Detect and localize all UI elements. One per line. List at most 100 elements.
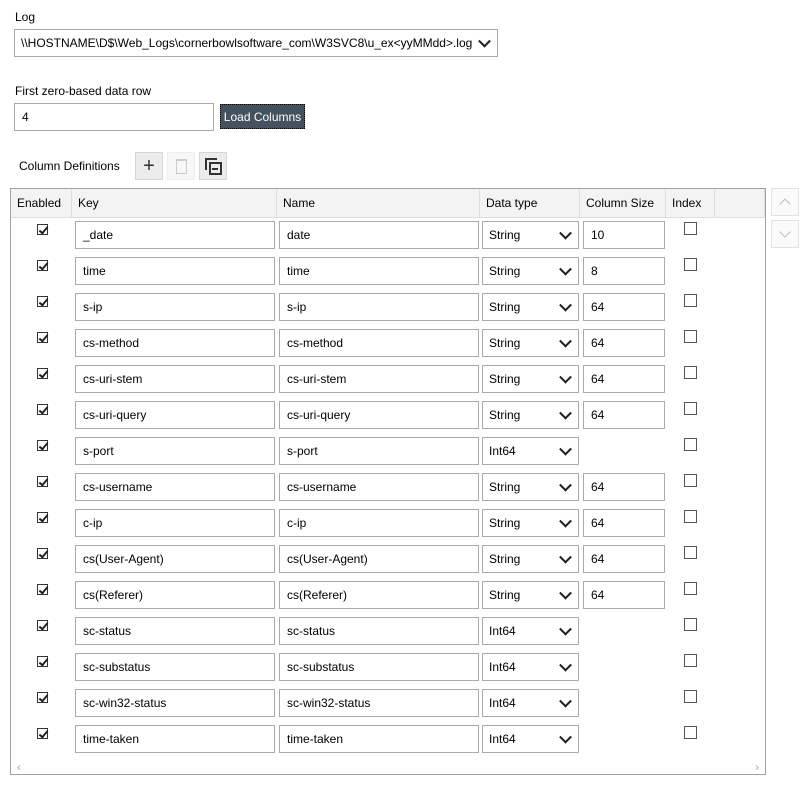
enabled-checkbox[interactable] bbox=[37, 368, 48, 379]
name-input[interactable]: sc-status bbox=[279, 617, 479, 645]
index-checkbox[interactable] bbox=[684, 510, 697, 523]
key-input[interactable]: cs-uri-stem bbox=[75, 365, 275, 393]
enabled-checkbox[interactable] bbox=[37, 548, 48, 559]
column-size-input[interactable]: 64 bbox=[583, 293, 665, 321]
index-checkbox[interactable] bbox=[684, 546, 697, 559]
scroll-right-icon[interactable]: › bbox=[755, 762, 759, 774]
index-checkbox[interactable] bbox=[684, 222, 697, 235]
name-input[interactable]: s-port bbox=[279, 437, 479, 465]
column-size-input[interactable]: 64 bbox=[583, 581, 665, 609]
name-input[interactable]: time-taken bbox=[279, 725, 479, 753]
data-type-select[interactable]: Int64 bbox=[482, 689, 579, 717]
column-size-input[interactable]: 64 bbox=[583, 545, 665, 573]
index-checkbox[interactable] bbox=[684, 618, 697, 631]
enabled-checkbox[interactable] bbox=[37, 692, 48, 703]
index-checkbox[interactable] bbox=[684, 690, 697, 703]
column-header-data-type[interactable]: Data type bbox=[480, 189, 580, 218]
data-type-select[interactable]: String bbox=[482, 365, 579, 393]
load-columns-button[interactable]: Load Columns bbox=[220, 104, 305, 129]
data-type-select[interactable]: String bbox=[482, 401, 579, 429]
data-type-select[interactable]: Int64 bbox=[482, 725, 579, 753]
key-input[interactable]: s-port bbox=[75, 437, 275, 465]
column-header-column-size[interactable]: Column Size bbox=[580, 189, 666, 218]
name-input[interactable]: cs-username bbox=[279, 473, 479, 501]
key-input[interactable]: sc-substatus bbox=[75, 653, 275, 681]
key-input[interactable]: _date bbox=[75, 221, 275, 249]
enabled-checkbox[interactable] bbox=[37, 584, 48, 595]
log-path-combobox[interactable]: \\HOSTNAME\D$\Web_Logs\cornerbowlsoftwar… bbox=[14, 29, 498, 57]
index-checkbox[interactable] bbox=[684, 438, 697, 451]
name-input[interactable]: sc-win32-status bbox=[279, 689, 479, 717]
key-input[interactable]: cs(Referer) bbox=[75, 581, 275, 609]
enabled-checkbox[interactable] bbox=[37, 620, 48, 631]
data-type-select[interactable]: String bbox=[482, 545, 579, 573]
data-type-select[interactable]: String bbox=[482, 509, 579, 537]
data-type-select[interactable]: Int64 bbox=[482, 653, 579, 681]
key-input[interactable]: sc-win32-status bbox=[75, 689, 275, 717]
index-checkbox[interactable] bbox=[684, 474, 697, 487]
key-input[interactable]: time-taken bbox=[75, 725, 275, 753]
index-checkbox[interactable] bbox=[684, 726, 697, 739]
name-input[interactable]: c-ip bbox=[279, 509, 479, 537]
name-input[interactable]: cs-method bbox=[279, 329, 479, 357]
data-type-select[interactable]: Int64 bbox=[482, 617, 579, 645]
enabled-checkbox[interactable] bbox=[37, 260, 48, 271]
index-checkbox[interactable] bbox=[684, 294, 697, 307]
index-checkbox[interactable] bbox=[684, 654, 697, 667]
enabled-checkbox[interactable] bbox=[37, 224, 48, 235]
enabled-checkbox[interactable] bbox=[37, 656, 48, 667]
column-header-name[interactable]: Name bbox=[277, 189, 480, 218]
key-input[interactable]: c-ip bbox=[75, 509, 275, 537]
column-size-input[interactable]: 64 bbox=[583, 473, 665, 501]
copy-column-button[interactable] bbox=[199, 152, 227, 180]
key-input[interactable]: s-ip bbox=[75, 293, 275, 321]
column-size-input[interactable]: 64 bbox=[583, 401, 665, 429]
name-input[interactable]: cs(Referer) bbox=[279, 581, 479, 609]
name-input[interactable]: cs-uri-query bbox=[279, 401, 479, 429]
enabled-checkbox[interactable] bbox=[37, 512, 48, 523]
name-input[interactable]: cs-uri-stem bbox=[279, 365, 479, 393]
column-size-input[interactable]: 10 bbox=[583, 221, 665, 249]
delete-column-button[interactable] bbox=[167, 152, 195, 180]
name-input[interactable]: sc-substatus bbox=[279, 653, 479, 681]
enabled-checkbox[interactable] bbox=[37, 296, 48, 307]
add-column-button[interactable]: + bbox=[135, 152, 163, 180]
index-checkbox[interactable] bbox=[684, 258, 697, 271]
column-header-enabled[interactable]: Enabled bbox=[11, 189, 72, 218]
column-size-input[interactable]: 64 bbox=[583, 329, 665, 357]
index-checkbox[interactable] bbox=[684, 330, 697, 343]
key-input[interactable]: cs(User-Agent) bbox=[75, 545, 275, 573]
key-input[interactable]: cs-method bbox=[75, 329, 275, 357]
name-input[interactable]: s-ip bbox=[279, 293, 479, 321]
name-input[interactable]: time bbox=[279, 257, 479, 285]
column-size-input[interactable]: 64 bbox=[583, 509, 665, 537]
key-input[interactable]: time bbox=[75, 257, 275, 285]
first-row-input[interactable]: 4 bbox=[14, 103, 214, 131]
name-input[interactable]: cs(User-Agent) bbox=[279, 545, 479, 573]
data-type-select[interactable]: String bbox=[482, 473, 579, 501]
index-checkbox[interactable] bbox=[684, 402, 697, 415]
enabled-checkbox[interactable] bbox=[37, 440, 48, 451]
enabled-checkbox[interactable] bbox=[37, 476, 48, 487]
enabled-checkbox[interactable] bbox=[37, 404, 48, 415]
column-size-input[interactable]: 8 bbox=[583, 257, 665, 285]
horizontal-scrollbar[interactable]: ‹ › bbox=[11, 758, 765, 774]
data-type-select[interactable]: String bbox=[482, 581, 579, 609]
data-type-select[interactable]: String bbox=[482, 293, 579, 321]
index-checkbox[interactable] bbox=[684, 366, 697, 379]
name-input[interactable]: date bbox=[279, 221, 479, 249]
data-type-select[interactable]: Int64 bbox=[482, 437, 579, 465]
key-input[interactable]: sc-status bbox=[75, 617, 275, 645]
key-input[interactable]: cs-username bbox=[75, 473, 275, 501]
index-checkbox[interactable] bbox=[684, 582, 697, 595]
enabled-checkbox[interactable] bbox=[37, 332, 48, 343]
move-down-button[interactable] bbox=[771, 220, 799, 248]
data-type-select[interactable]: String bbox=[482, 329, 579, 357]
column-header-key[interactable]: Key bbox=[72, 189, 277, 218]
column-header-index[interactable]: Index bbox=[666, 189, 715, 218]
data-type-select[interactable]: String bbox=[482, 257, 579, 285]
column-size-input[interactable]: 64 bbox=[583, 365, 665, 393]
scroll-left-icon[interactable]: ‹ bbox=[17, 762, 21, 774]
enabled-checkbox[interactable] bbox=[37, 728, 48, 739]
data-type-select[interactable]: String bbox=[482, 221, 579, 249]
